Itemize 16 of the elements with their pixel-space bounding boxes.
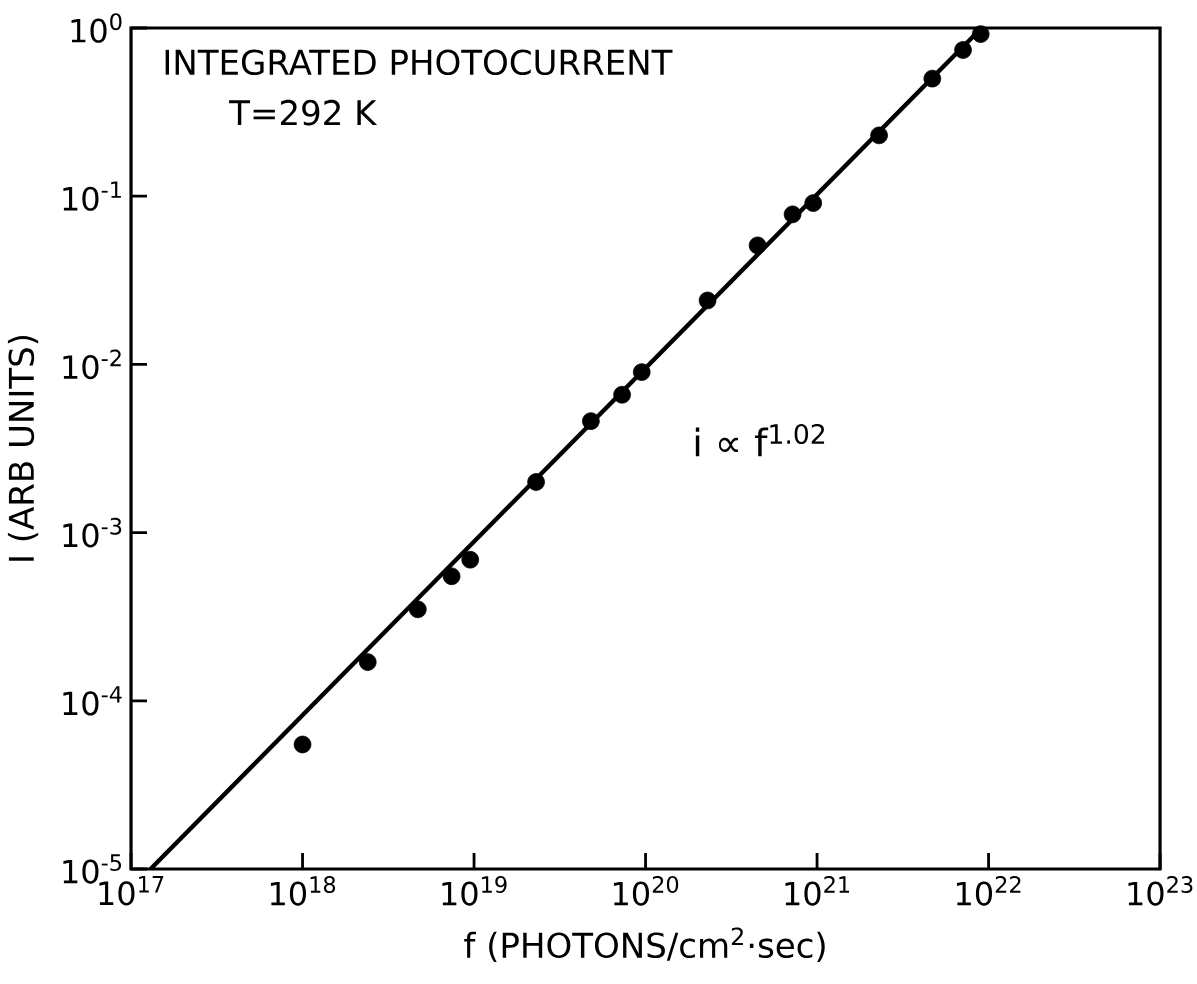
y-axis-title: I (ARB UNITS): [7, 335, 39, 561]
annotation: T=292 K: [229, 99, 378, 126]
x-tick-label: 10$^{22}$: [956, 876, 1021, 906]
y-tick-label: 10$^{-4}$: [63, 686, 122, 716]
x-axis-title: f (PHOTONS/cm$^{2}$·sec): [464, 927, 825, 963]
y-tick-label: 10$^{-3}$: [63, 517, 122, 548]
y-tick-label: 10$^{-1}$: [63, 181, 121, 211]
x-tick-label: 10$^{18}$: [270, 876, 336, 906]
x-tick-label: 10$^{21}$: [785, 876, 850, 906]
y-tick-label: 10$^{-2}$: [63, 349, 121, 380]
x-tick-label: 10$^{23}$: [1128, 876, 1193, 906]
y-tick-label: 10$^{0}$: [71, 13, 122, 43]
annotation: INTEGRATED PHOTOCURRENT: [165, 49, 673, 76]
x-tick-label: 10$^{19}$: [442, 876, 507, 906]
annotation: i ∝ f$^{1.02}$: [695, 423, 825, 457]
x-tick-label: 10$^{20}$: [613, 876, 679, 906]
